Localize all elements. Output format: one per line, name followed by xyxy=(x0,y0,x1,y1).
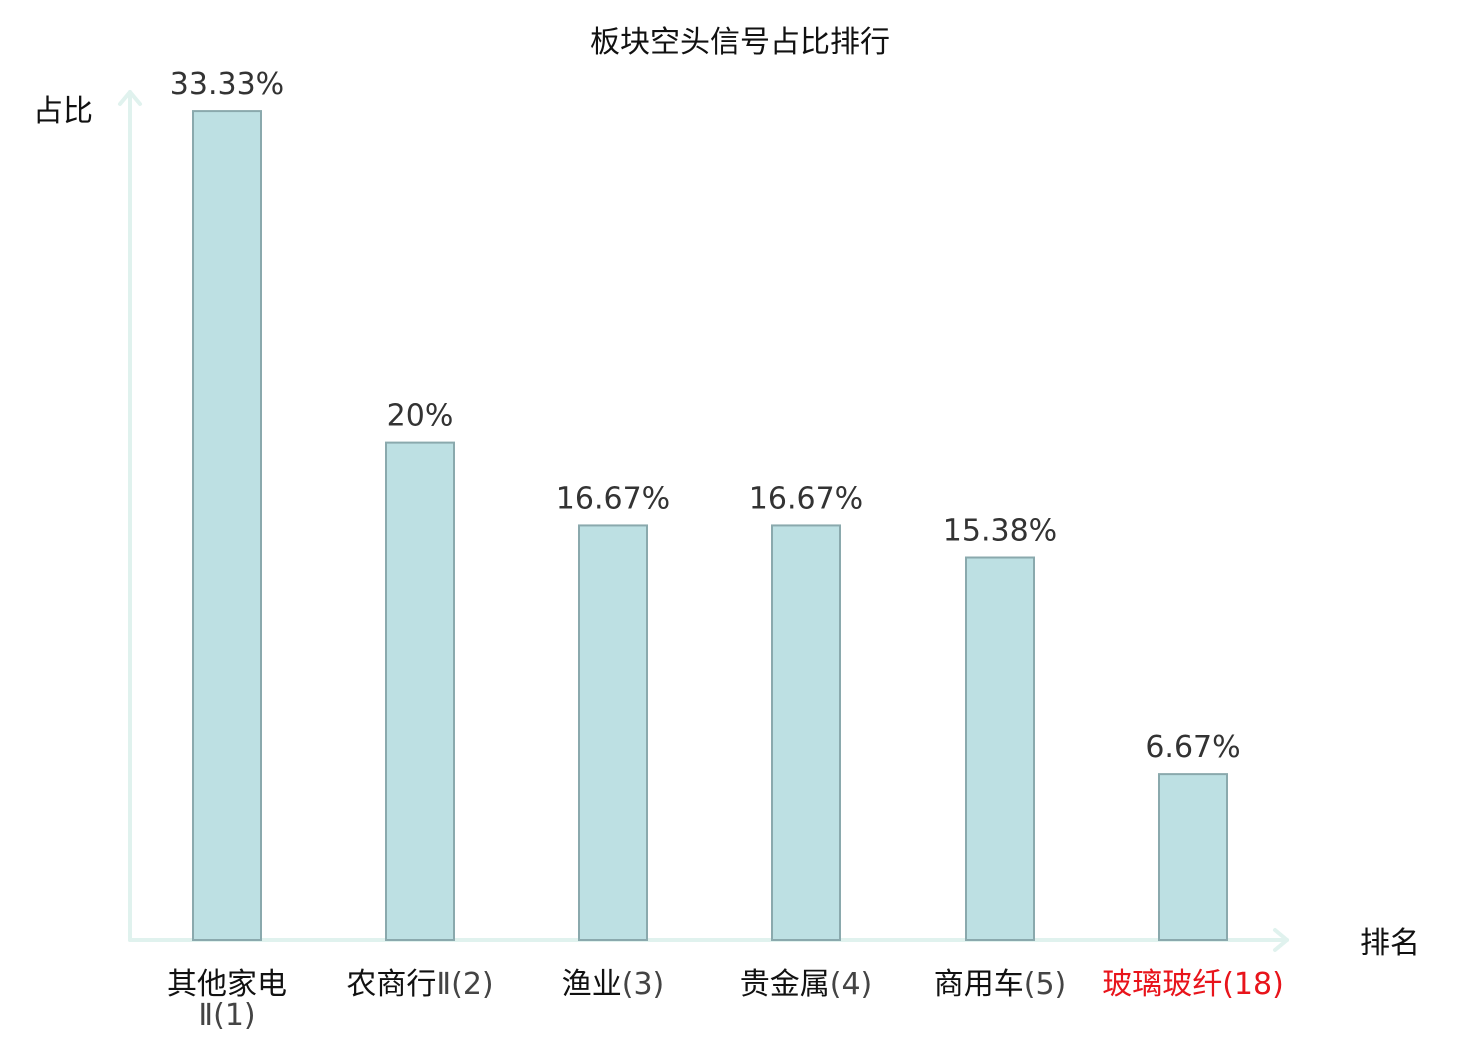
x-tick-label-6: 玻璃玻纤(18) xyxy=(1102,967,1284,1002)
x-tick-name-5: 商用车 xyxy=(934,967,1024,1002)
bar-4 xyxy=(771,524,841,942)
x-tick-name-3: 渔业 xyxy=(562,967,622,1002)
x-tick-name-6: 玻璃玻纤 xyxy=(1102,967,1222,1002)
x-tick-rank-2: Ⅱ(2) xyxy=(436,967,493,1002)
bar-3 xyxy=(578,524,648,942)
x-tick-label-2: 农商行Ⅱ(2) xyxy=(346,967,493,1002)
bar-6 xyxy=(1158,773,1228,941)
x-tick-label-1: 其他家电 Ⅱ(1) xyxy=(167,967,287,1033)
x-tick-name-1: 其他家电 xyxy=(167,967,287,1002)
value-label-1: 33.33% xyxy=(170,67,284,102)
y-axis-label: 占比 xyxy=(33,94,93,129)
chart-title: 板块空头信号占比排行 xyxy=(590,25,890,60)
value-labels-layer: 33.33% 20% 16.67% 16.67% 15.38% 6.67% xyxy=(170,67,1241,765)
x-tick-rank-4: (4) xyxy=(830,967,873,1002)
x-tick-rank-5: (5) xyxy=(1024,967,1067,1002)
value-label-4: 16.67% xyxy=(749,481,863,516)
x-tick-label-4: 贵金属(4) xyxy=(740,967,873,1002)
bar-5 xyxy=(965,556,1035,942)
x-tick-rank-1: Ⅱ(1) xyxy=(198,998,255,1033)
x-tick-labels-layer: 其他家电 Ⅱ(1) 农商行Ⅱ(2) 渔业(3) 贵金属(4) 商用车(5) 玻璃玻纤(18) xyxy=(167,967,1284,1033)
x-axis-label: 排名 xyxy=(1360,926,1420,961)
x-tick-rank-3: (3) xyxy=(622,967,665,1002)
x-axis-arrow xyxy=(1273,928,1289,952)
value-label-6: 6.67% xyxy=(1145,730,1240,765)
bar-1 xyxy=(192,110,262,941)
x-tick-rank-6: (18) xyxy=(1222,967,1284,1002)
x-tick-name-4: 贵金属 xyxy=(740,967,830,1002)
value-label-3: 16.67% xyxy=(556,481,670,516)
value-label-2: 20% xyxy=(387,399,454,434)
value-label-5: 15.38% xyxy=(943,514,1057,549)
x-tick-name-2: 农商行 xyxy=(346,967,436,1002)
x-tick-label-3: 渔业(3) xyxy=(562,967,665,1002)
bars-layer xyxy=(192,110,1228,942)
x-tick-label-5: 商用车(5) xyxy=(934,967,1067,1002)
y-axis-arrow xyxy=(118,90,142,106)
bar-2 xyxy=(385,441,455,941)
